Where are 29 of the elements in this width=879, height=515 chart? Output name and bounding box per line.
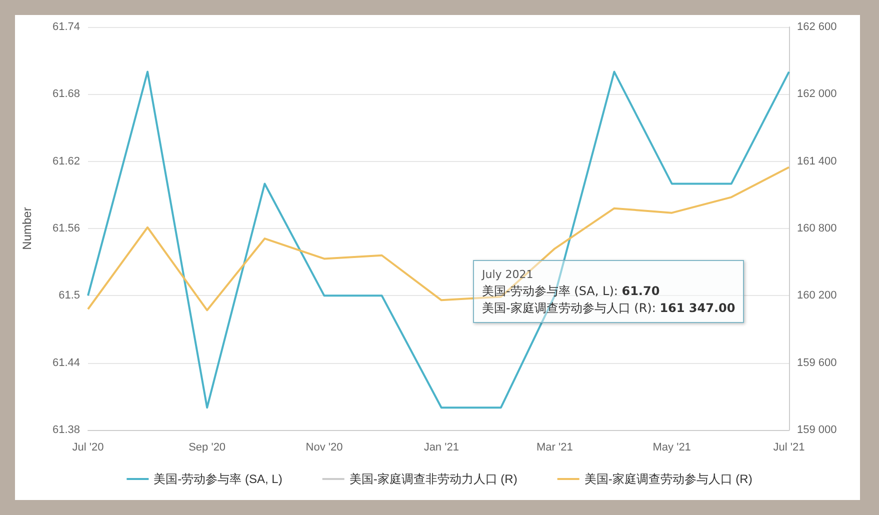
annotation: 美国-家庭调查劳动参与人口 (R): 161 347.00: [482, 300, 736, 317]
annotation: 美国-劳动参与率 (SA, L): 61.70: [482, 283, 661, 300]
y-tick-label: 61.38: [52, 424, 80, 436]
y-tick-label: 61.5: [58, 290, 80, 302]
y2-tick-label: 162 600: [797, 21, 837, 33]
x-tick-label: May '21: [652, 442, 691, 454]
y-tick-label: 61.44: [52, 356, 80, 369]
y2-tick-label: 160 800: [797, 222, 837, 234]
x-tick-label: Jul '21: [773, 442, 805, 454]
x-tick-label: Jul '20: [72, 442, 104, 454]
y2-tick-label: 160 200: [797, 290, 837, 302]
y-tick-label: 61.74: [52, 21, 80, 33]
y-tick-label: 61.56: [52, 222, 80, 234]
y2-tick-label: 159 600: [797, 356, 837, 369]
legend-label: 美国-家庭调查非劳动力人口 (R): [349, 472, 518, 486]
x-tick-label: Jan '21: [424, 442, 459, 454]
annotation: July 2021: [482, 267, 534, 283]
y2-tick-label: 159 000: [797, 424, 837, 436]
x-tick-label: Mar '21: [536, 442, 573, 454]
legend-label: 美国-家庭调查劳动参与人口 (R): [584, 472, 752, 486]
y2-tick-label: 161 400: [797, 155, 837, 168]
line-series: [87, 70, 790, 409]
y-tick-label: 61.62: [52, 155, 80, 168]
x-tick-label: Nov '20: [306, 442, 343, 454]
y2-tick-label: 162 000: [797, 88, 837, 100]
y-tick-label: 61.68: [52, 88, 80, 100]
legend-label: 美国-劳动参与率 (SA, L): [154, 472, 282, 486]
y-axis-title: Number: [20, 207, 34, 250]
x-tick-label: Sep '20: [188, 442, 226, 454]
